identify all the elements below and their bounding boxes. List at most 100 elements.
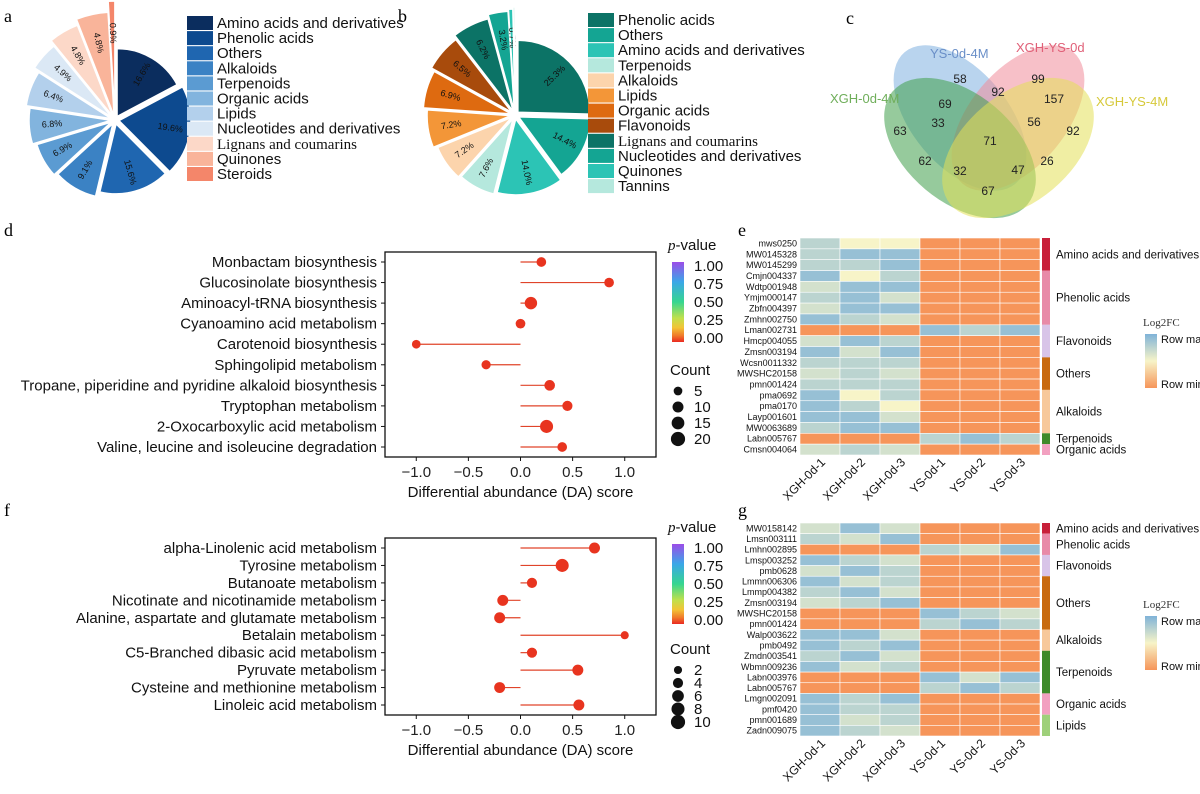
heatmap-e-cell-18-3: [919, 432, 961, 445]
heatmap-e-legend-min: Row min: [1161, 379, 1200, 391]
heatmap-e-row-label-0: mws0250: [758, 238, 797, 248]
heatmap-g-cell-7-5: [999, 597, 1041, 609]
lollipop-d-count-dot-3: [670, 431, 686, 447]
heatmap-g-cell-15-2: [879, 682, 921, 694]
heatmap-g-col-label-4: YS-0d-2: [947, 736, 988, 777]
heatmap-g-row-label-11: pmb0492: [759, 640, 797, 650]
venn-region-count-10: 62: [918, 154, 932, 168]
pie-a-legend-swatch-7: [187, 121, 213, 136]
heatmap-e-row-label-16: Layp001601: [747, 412, 797, 422]
heatmap-e-group-label-5: Terpenoids: [1056, 434, 1113, 446]
lollipop-f-ylabel-5: Betalain metabolism: [242, 627, 377, 644]
heatmap-g-cell-7-3: [919, 597, 961, 609]
lollipop-d-xtick-label-0: −1.0: [401, 464, 431, 481]
lollipop-d-ylabel-6: Tropane, piperidine and pyridine alkaloi…: [21, 377, 377, 394]
heatmap-g-cell-3-5: [999, 554, 1041, 566]
heatmap-e-cell-5-2: [879, 291, 921, 304]
pie-a-legend-label-4: Terpenoids: [217, 75, 290, 92]
heatmap-e-cell-8-1: [839, 324, 881, 336]
heatmap-g-group-label-3: Others: [1056, 598, 1091, 610]
heatmap-g-cell-6-2: [879, 586, 921, 598]
pie-a-slice-0: [116, 47, 179, 118]
heatmap-e-cell-17-2: [879, 422, 921, 434]
lollipop-d-xlabel: Differential abundance (DA) score: [408, 484, 634, 501]
pie-b-legend-label-0: Phenolic acids: [618, 12, 715, 29]
heatmap-e-cell-17-0: [799, 422, 841, 434]
heatmap-g-cell-2-3: [919, 543, 961, 556]
heatmap-e-row-label-13: pmn001424: [749, 379, 797, 389]
pie-a-legend-swatch-1: [187, 31, 213, 46]
lollipop-d-xtick-label-2: 0.0: [510, 464, 531, 481]
venn-region-count-3: 92: [1066, 124, 1080, 138]
heatmap-g-cell-18-3: [919, 714, 961, 726]
heatmap-g-cell-16-5: [999, 693, 1041, 705]
heatmap-g-cell-11-1: [839, 639, 881, 652]
lollipop-d-count-label-0: 5: [694, 383, 702, 400]
heatmap-g-cell-2-1: [839, 543, 881, 556]
heatmap-e-cell-17-1: [839, 422, 881, 434]
lollipop-f-xtick-label-1: −0.5: [454, 722, 484, 739]
heatmap-g-row-label-14: Labn003976: [747, 672, 797, 682]
heatmap-e-cell-6-3: [919, 302, 961, 315]
heatmap-e-row-label-17: MW0063689: [746, 423, 797, 433]
lollipop-d-count-title: Count: [670, 362, 711, 379]
lollipop-f-dot-5: [620, 631, 629, 640]
panel-label-d: d: [4, 220, 13, 240]
heatmap-e-col-label-1: XGH-0d-2: [820, 455, 868, 503]
lollipop-f-dot-7: [572, 664, 584, 676]
heatmap-e-cell-17-4: [959, 422, 1001, 434]
pie-a-legend-swatch-10: [187, 167, 213, 181]
pie-a-legend-label-9: Quinones: [217, 151, 281, 168]
panel-c-venn-diagram: YS-0d-4M XGH-YS-0d XGH-0d-4M XGH-YS-4M 58 99 6…: [830, 40, 1168, 219]
heatmap-e-cell-16-2: [879, 411, 921, 423]
heatmap-e-cell-12-0: [799, 367, 841, 380]
heatmap-e-cell-4-2: [879, 281, 921, 293]
pie-b-slice-7: [430, 38, 513, 114]
lollipop-f-ylabel-3: Nicotinate and nicotinamide metabolism: [112, 592, 377, 609]
heatmap-g-row-label-9: pmn001424: [749, 619, 797, 629]
heatmap-g-cell-15-1: [839, 682, 881, 694]
heatmap-e-cell-10-2: [879, 346, 921, 358]
pie-b-slice-label-9: 3.2%: [497, 29, 510, 51]
heatmap-e-cell-11-3: [919, 357, 961, 369]
heatmap-g-cell-11-3: [919, 639, 961, 652]
panel-label-e: e: [738, 220, 746, 240]
lollipop-f-xlabel: Differential abundance (DA) score: [408, 742, 634, 759]
heatmap-e-cell-3-4: [959, 270, 1001, 282]
pie-b-slice-6: [422, 70, 512, 115]
heatmap-g-row-label-13: Wbmn009236: [741, 662, 797, 672]
heatmap-e-col-label-4: YS-0d-2: [947, 455, 988, 496]
heatmap-g-group-label-6: Organic acids: [1056, 699, 1127, 711]
heatmap-g-group-bar-6: [1042, 693, 1050, 715]
heatmap-g-group-label-1: Phenolic acids: [1056, 539, 1130, 551]
heatmap-e-row-label-1: MW0145328: [746, 249, 797, 259]
heatmap-g-cell-15-3: [919, 682, 961, 694]
heatmap-g-cell-12-5: [999, 650, 1041, 662]
lollipop-f-ylabel-6: C5-Branched dibasic acid metabolism: [125, 645, 377, 662]
pie-a-legend-swatch-2: [187, 46, 213, 61]
heatmap-e-cell-7-3: [919, 313, 961, 326]
heatmap-e-cell-8-3: [919, 324, 961, 336]
heatmap-e-cell-9-1: [839, 335, 881, 347]
heatmap-g-row-label-7: Zmsn003194: [744, 598, 797, 608]
heatmap-e-cell-7-5: [999, 313, 1041, 326]
lollipop-d-count-label-2: 15: [694, 415, 711, 432]
pie-b-legend-swatch-11: [588, 179, 614, 194]
heatmap-e-cell-13-4: [959, 378, 1001, 391]
heatmap-e-row-label-6: Zbfn004397: [749, 304, 797, 314]
heatmap-e-cell-10-3: [919, 346, 961, 358]
heatmap-e-cell-19-3: [919, 443, 961, 456]
heatmap-e-cell-16-3: [919, 411, 961, 423]
heatmap-e-cell-5-0: [799, 291, 841, 304]
heatmap-e-cell-13-2: [879, 378, 921, 391]
lollipop-f-xtick-label-4: 1.0: [614, 722, 635, 739]
heatmap-g-cell-8-5: [999, 607, 1041, 620]
lollipop-f-count-dot-3: [671, 702, 685, 716]
heatmap-g-row-label-18: pmn001689: [749, 715, 797, 725]
heatmap-g-col-label-2: XGH-0d-3: [860, 736, 908, 784]
lollipop-f-count-label-3: 8: [694, 701, 702, 718]
heatmap-e-col-label-5: YS-0d-3: [987, 455, 1028, 496]
pie-a-legend-swatch-0: [187, 16, 213, 30]
lollipop-d-ylabel-3: Cyanoamino acid metabolism: [180, 316, 377, 333]
pie-a-legend-label-3: Alkaloids: [217, 60, 277, 77]
